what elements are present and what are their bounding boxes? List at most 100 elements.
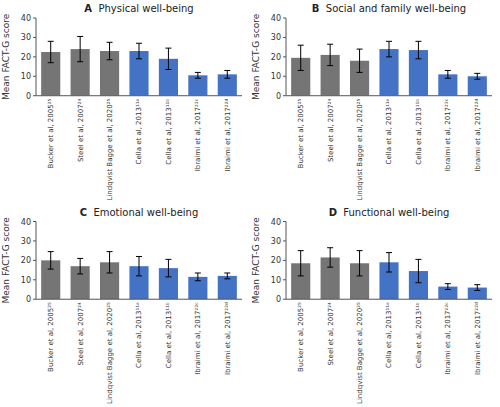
error-cap <box>445 70 451 71</box>
error-cap <box>195 78 201 79</box>
error-bar <box>136 256 142 275</box>
y-tick-label: 0 <box>276 295 281 304</box>
error-stem <box>418 41 419 58</box>
error-bar <box>48 41 54 62</box>
error-cap <box>195 72 201 73</box>
x-tick-label: Lindqvist Bagge et al, 2020²⁵ <box>356 99 364 201</box>
x-tick-label: Cella et al, 2013¹¹ᵇ <box>165 302 173 368</box>
error-cap <box>136 43 142 44</box>
y-tick-label: 40 <box>21 218 31 227</box>
error-bar <box>386 253 392 272</box>
error-bar <box>415 41 421 58</box>
error-cap <box>224 272 230 273</box>
error-cap <box>474 284 480 285</box>
y-tick-label: 20 <box>271 256 281 265</box>
x-tick-label: Ibraimi et al, 2017²²ᶜ <box>444 302 452 375</box>
x-tick-label: Bucker et al, 2005²⁵ <box>297 99 305 169</box>
x-tick-label: Ibraimi et al, 2017²²ᶜ <box>444 98 452 171</box>
y-tick-label: 10 <box>21 276 31 285</box>
error-stem <box>80 258 81 274</box>
error-stem <box>109 42 110 59</box>
error-cap <box>298 250 304 251</box>
error-bar <box>298 251 304 276</box>
title-part: Physical well-being <box>92 3 194 14</box>
error-cap <box>107 42 113 43</box>
error-stem <box>389 41 390 57</box>
error-bar <box>136 43 142 59</box>
x-tick-label: Ibraimi et al, 2017²²ᵈ <box>474 302 482 375</box>
x-tick-label: Cella et al, 2013¹¹ᵃ <box>385 302 393 368</box>
y-tick-label: 10 <box>21 72 31 81</box>
error-cap <box>298 70 304 71</box>
error-cap <box>357 275 363 276</box>
error-cap <box>136 275 142 276</box>
error-cap <box>48 41 54 42</box>
error-cap <box>165 276 171 277</box>
bar <box>468 76 487 95</box>
error-stem <box>447 70 448 78</box>
error-stem <box>359 251 360 276</box>
y-axis-label: Mean FACT-G score <box>251 217 261 304</box>
y-tick-label: 20 <box>21 53 31 62</box>
error-stem <box>227 273 228 279</box>
error-bar <box>165 259 171 276</box>
error-stem <box>477 285 478 291</box>
title-part: B <box>312 3 320 14</box>
x-tick-label: Bucker et al, 2005²⁵ <box>297 302 305 372</box>
error-stem <box>227 70 228 78</box>
error-stem <box>50 41 51 62</box>
error-cap <box>224 78 230 79</box>
y-tick-label: 30 <box>21 33 31 42</box>
title: B Social and family well-being <box>312 3 466 14</box>
y-axis-label: Mean FACT-G score <box>1 217 11 304</box>
error-cap <box>474 73 480 74</box>
error-cap <box>445 283 451 284</box>
panel: C Emotional well-being Mean FACT-G score 0… <box>1 207 242 405</box>
y-tick-label: 20 <box>271 53 281 62</box>
error-cap <box>415 282 421 283</box>
panel: B Social and family well-beingMean FACT-… <box>251 3 492 201</box>
error-cap <box>386 272 392 273</box>
error-cap <box>386 41 392 42</box>
x-tick-label: Lindqvist Bagge et al, 2020²⁵ <box>356 302 364 404</box>
error-stem <box>330 248 331 267</box>
error-cap <box>48 62 54 63</box>
error-cap <box>224 278 230 279</box>
error-bar <box>165 48 171 69</box>
title-part: Social and family well-being <box>319 3 466 14</box>
error-bar <box>107 252 113 273</box>
error-bar <box>357 251 363 276</box>
error-cap <box>415 41 421 42</box>
x-axis-line <box>36 299 242 300</box>
plot-area <box>41 36 237 95</box>
error-bar <box>77 36 83 61</box>
plot-area <box>291 41 487 95</box>
bar <box>218 276 237 299</box>
y-tick-label: 40 <box>271 14 281 23</box>
title: C Emotional well-being <box>80 207 199 218</box>
error-stem <box>168 259 169 276</box>
title-part: D <box>329 207 337 218</box>
error-cap <box>474 79 480 80</box>
error-cap <box>445 78 451 79</box>
error-bar <box>298 45 304 70</box>
error-stem <box>139 43 140 59</box>
error-cap <box>107 272 113 273</box>
y-tick-label: 30 <box>271 33 281 42</box>
error-bar <box>195 273 201 281</box>
error-bar <box>327 44 333 65</box>
error-bar <box>415 259 421 282</box>
error-cap <box>415 58 421 59</box>
x-tick-label: Lindqvist Bagge et al, 2020²⁵ <box>106 302 114 404</box>
y-tick-label: 0 <box>26 295 31 304</box>
error-cap <box>77 273 83 274</box>
error-bar <box>48 252 54 269</box>
figure: A Physical well-beingMean FACT-G score01… <box>0 0 500 407</box>
error-stem <box>80 36 81 61</box>
error-cap <box>165 48 171 49</box>
x-tick-label: Ibraimi et al, 2017²²ᶜ <box>194 98 202 171</box>
error-cap <box>48 269 54 270</box>
error-cap <box>224 70 230 71</box>
y-tick-label: 40 <box>271 218 281 227</box>
x-tick-label: Ibraimi et al, 2017²²ᵈ <box>224 99 232 172</box>
